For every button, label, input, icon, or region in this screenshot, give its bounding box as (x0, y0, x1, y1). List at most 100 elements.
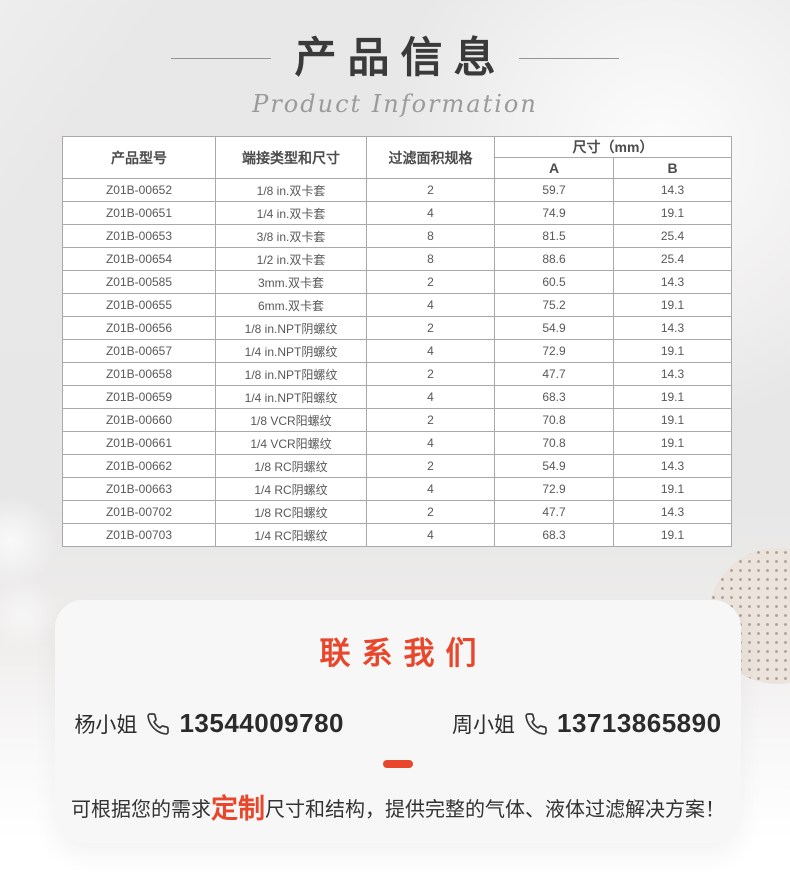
cell-connection: 1/4 in.NPT阴螺纹 (215, 339, 367, 363)
note-highlight: 定制 (211, 794, 265, 824)
cell-dim-b: 19.1 (613, 431, 732, 455)
cell-model: Z01B-00663 (62, 477, 216, 501)
table-row: Z01B-00661 1/4 VCR阳螺纹 4 70.8 19.1 (62, 431, 732, 455)
contact-phone: 13713865890 (557, 708, 722, 738)
cell-connection: 3/8 in.双卡套 (215, 224, 367, 248)
cell-connection: 6mm.双卡套 (215, 293, 367, 317)
header-dimensions: 尺寸（mm） (494, 136, 732, 158)
cell-model: Z01B-00660 (62, 408, 216, 432)
cell-connection: 1/8 VCR阳螺纹 (215, 408, 367, 432)
cell-model: Z01B-00657 (62, 339, 216, 363)
cell-area: 4 (366, 431, 495, 455)
table-row: Z01B-00652 1/8 in.双卡套 2 59.7 14.3 (62, 178, 732, 202)
cell-dim-b: 19.1 (613, 201, 732, 225)
table-row: Z01B-00655 6mm.双卡套 4 75.2 19.1 (62, 293, 732, 317)
cell-area: 8 (366, 247, 495, 271)
contact-title: 联系我们 (319, 636, 488, 671)
cell-area: 4 (366, 339, 495, 363)
table-row: Z01B-00656 1/8 in.NPT阴螺纹 2 54.9 14.3 (62, 316, 732, 340)
cell-area: 4 (366, 201, 495, 225)
table-row: Z01B-00663 1/4 RC阴螺纹 4 72.9 19.1 (62, 477, 732, 501)
note-prefix: 可根据您的需求 (71, 799, 211, 821)
cell-dim-b: 19.1 (613, 293, 732, 317)
table-row: Z01B-00657 1/4 in.NPT阴螺纹 4 72.9 19.1 (62, 339, 732, 363)
cell-dim-b: 25.4 (613, 224, 732, 248)
page-subtitle: Product Information (252, 90, 538, 119)
customization-note: 可根据您的需求定制尺寸和结构，提供完整的气体、液体过滤解决方案！ (55, 787, 741, 826)
cell-area: 2 (366, 316, 495, 340)
cell-dim-b: 14.3 (613, 362, 732, 386)
cell-area: 2 (366, 362, 495, 386)
cell-dim-b: 19.1 (613, 339, 732, 363)
cell-area: 2 (366, 454, 495, 478)
table-row: Z01B-00662 1/8 RC阴螺纹 2 54.9 14.3 (62, 454, 732, 478)
cell-dim-a: 81.5 (494, 224, 614, 248)
cell-dim-b: 19.1 (613, 523, 732, 547)
cell-dim-a: 54.9 (494, 316, 614, 340)
left-circle-decoration (0, 496, 56, 586)
contact-person-yang: 杨小姐 13544009780 (74, 708, 344, 739)
header-dim-a: A (494, 157, 614, 179)
cell-dim-a: 88.6 (494, 247, 614, 271)
table-row: Z01B-00703 1/4 RC阳螺纹 4 68.3 19.1 (62, 523, 732, 547)
table-row: Z01B-00658 1/8 in.NPT阳螺纹 2 47.7 14.3 (62, 362, 732, 386)
contact-phone: 13544009780 (179, 708, 344, 738)
cell-area: 4 (366, 293, 495, 317)
phone-icon (146, 712, 170, 736)
cell-model: Z01B-00655 (62, 293, 216, 317)
header-filter-area: 过滤面积规格 (366, 136, 495, 179)
cell-model: Z01B-00585 (62, 270, 216, 294)
header-dim-b: B (613, 157, 732, 179)
cell-model: Z01B-00662 (62, 454, 216, 478)
cell-model: Z01B-00659 (62, 385, 216, 409)
cell-connection: 1/4 in.NPT阳螺纹 (215, 385, 367, 409)
contact-card: 联系我们 杨小姐 13544009780 周小姐 13713865890 (55, 600, 741, 843)
cell-model: Z01B-00652 (62, 178, 216, 202)
cell-dim-b: 14.3 (613, 316, 732, 340)
cell-dim-b: 14.3 (613, 270, 732, 294)
table-row: Z01B-00653 3/8 in.双卡套 8 81.5 25.4 (62, 224, 732, 248)
cell-dim-a: 74.9 (494, 201, 614, 225)
cell-dim-a: 75.2 (494, 293, 614, 317)
cell-connection: 1/8 in.双卡套 (215, 178, 367, 202)
table-row: Z01B-00654 1/2 in.双卡套 8 88.6 25.4 (62, 247, 732, 271)
table-row: Z01B-00651 1/4 in.双卡套 4 74.9 19.1 (62, 201, 732, 225)
cell-dim-b: 14.3 (613, 500, 732, 524)
left-circle-decoration-2 (0, 578, 58, 650)
cell-dim-a: 70.8 (494, 408, 614, 432)
cell-dim-a: 72.9 (494, 477, 614, 501)
cell-dim-a: 70.8 (494, 431, 614, 455)
cell-dim-b: 19.1 (613, 477, 732, 501)
cell-model: Z01B-00653 (62, 224, 216, 248)
contact-name: 周小姐 (452, 713, 515, 737)
title-line-right (518, 57, 619, 59)
hero-header: 产品信息 Product Information (0, 0, 790, 118)
cell-dim-a: 68.3 (494, 523, 614, 547)
table-row: Z01B-00660 1/8 VCR阳螺纹 2 70.8 19.1 (62, 408, 732, 432)
contact-name: 杨小姐 (74, 713, 138, 737)
table-row: Z01B-00702 1/8 RC阳螺纹 2 47.7 14.3 (62, 500, 732, 524)
cell-connection: 1/8 RC阴螺纹 (215, 454, 367, 478)
cell-connection: 1/8 in.NPT阳螺纹 (215, 362, 367, 386)
cell-dim-b: 14.3 (613, 454, 732, 478)
page-title: 产品信息 (294, 34, 507, 81)
cell-connection: 1/4 RC阴螺纹 (215, 477, 367, 501)
cell-area: 2 (366, 408, 495, 432)
cell-model: Z01B-00651 (62, 201, 216, 225)
cell-model: Z01B-00702 (62, 500, 216, 524)
cell-model: Z01B-00661 (62, 431, 216, 455)
cell-connection: 1/4 RC阳螺纹 (215, 523, 367, 547)
cell-dim-a: 72.9 (494, 339, 614, 363)
cell-dim-b: 19.1 (613, 408, 732, 432)
cell-dim-a: 60.5 (494, 270, 614, 294)
table-row: Z01B-00659 1/4 in.NPT阳螺纹 4 68.3 19.1 (62, 385, 732, 409)
header-connection: 端接类型和尺寸 (215, 136, 367, 179)
red-dash-divider (383, 760, 413, 768)
table-row: Z01B-00585 3mm.双卡套 2 60.5 14.3 (62, 270, 732, 294)
cell-connection: 1/4 VCR阳螺纹 (215, 431, 367, 455)
cell-connection: 1/8 in.NPT阴螺纹 (215, 316, 367, 340)
cell-area: 2 (366, 270, 495, 294)
cell-dim-a: 47.7 (494, 362, 614, 386)
product-spec-table: 产品型号 端接类型和尺寸 过滤面积规格 尺寸（mm） A B Z01B-0065… (62, 136, 732, 547)
